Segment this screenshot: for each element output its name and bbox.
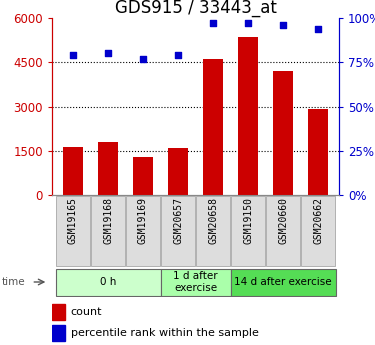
- Bar: [196, 196, 230, 266]
- Text: GSM19150: GSM19150: [243, 197, 253, 244]
- Text: time: time: [2, 277, 26, 287]
- Bar: [301, 196, 335, 266]
- Bar: [160, 268, 231, 296]
- Text: GSM20657: GSM20657: [173, 197, 183, 244]
- Point: [105, 50, 111, 55]
- Text: GSM20660: GSM20660: [278, 197, 288, 244]
- Bar: [126, 196, 160, 266]
- Bar: [161, 196, 195, 266]
- Bar: [168, 148, 188, 195]
- Bar: [63, 147, 82, 195]
- Text: GSM19168: GSM19168: [103, 197, 113, 244]
- Bar: [56, 196, 90, 266]
- Text: percentile rank within the sample: percentile rank within the sample: [70, 328, 258, 338]
- Text: 0 h: 0 h: [100, 277, 116, 287]
- Text: 14 d after exercise: 14 d after exercise: [234, 277, 332, 287]
- Bar: [231, 196, 265, 266]
- Bar: [203, 59, 223, 195]
- Point: [140, 56, 146, 61]
- Bar: [52, 304, 65, 320]
- Bar: [231, 268, 336, 296]
- Bar: [56, 268, 160, 296]
- Bar: [238, 37, 258, 195]
- Bar: [273, 71, 292, 195]
- Point: [210, 21, 216, 26]
- Bar: [308, 109, 328, 195]
- Text: GSM19165: GSM19165: [68, 197, 78, 244]
- Point: [315, 26, 321, 31]
- Point: [175, 52, 181, 58]
- Bar: [98, 142, 118, 195]
- Text: 1 d after
exercise: 1 d after exercise: [173, 271, 218, 293]
- Text: count: count: [70, 307, 102, 317]
- Point: [70, 52, 76, 58]
- Text: GSM20662: GSM20662: [313, 197, 323, 244]
- Text: GSM19169: GSM19169: [138, 197, 148, 244]
- Bar: [266, 196, 300, 266]
- Bar: [52, 325, 65, 341]
- Title: GDS915 / 33443_at: GDS915 / 33443_at: [115, 0, 276, 17]
- Bar: [134, 157, 153, 195]
- Point: [245, 21, 251, 26]
- Point: [280, 22, 286, 28]
- Bar: [91, 196, 125, 266]
- Text: GSM20658: GSM20658: [208, 197, 218, 244]
